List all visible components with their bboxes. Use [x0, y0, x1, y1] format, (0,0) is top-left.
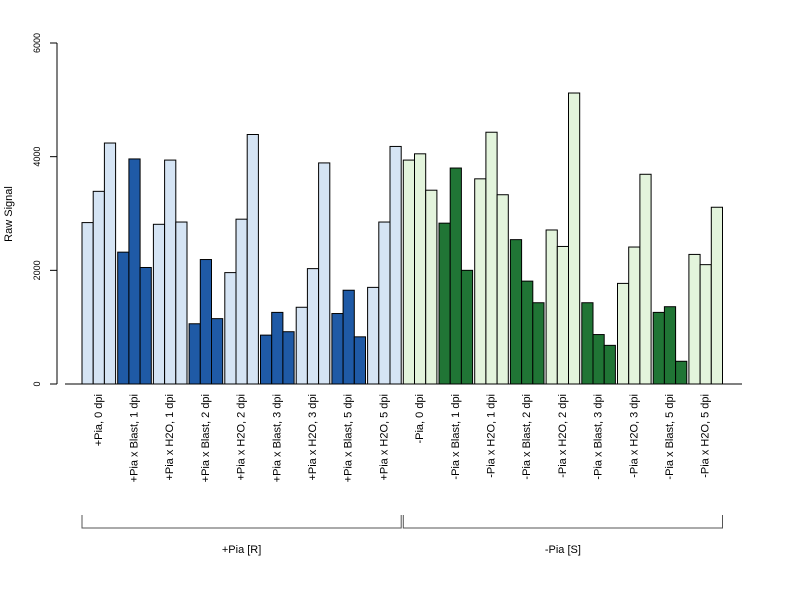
bar: [603, 344, 616, 385]
bar: [271, 311, 284, 385]
category-label: +Pia x H2O, 2 dpi: [236, 394, 248, 481]
bar: [688, 253, 701, 385]
group-bracket: [81, 515, 402, 529]
bar: [592, 334, 605, 385]
bar: [353, 336, 366, 385]
bar: [246, 134, 259, 385]
bar: [224, 272, 237, 385]
y-tick-label: 6000: [32, 33, 42, 53]
bar: [521, 280, 534, 385]
bar: [675, 360, 688, 385]
bar: [295, 306, 308, 385]
category-label: +Pia x Blast, 2 dpi: [200, 394, 212, 482]
y-axis: 0 2000 4000 6000: [32, 33, 58, 387]
bar: [438, 222, 451, 385]
bar: [628, 246, 641, 385]
bar: [496, 194, 509, 385]
category-label: -Pia x H2O, 3 dpi: [628, 394, 640, 478]
y-tick-label: 0: [32, 381, 42, 386]
category-labels: +Pia, 0 dpi +Pia x Blast, 1 dpi +Pia x H2O…: [93, 394, 712, 482]
category-label: -Pia x H2O, 1 dpi: [486, 394, 498, 478]
category-label: -Pia x H2O, 2 dpi: [557, 394, 569, 478]
bar: [699, 264, 712, 385]
bar: [378, 221, 391, 385]
category-label: -Pia x H2O, 5 dpi: [700, 394, 712, 478]
bar: [652, 311, 665, 385]
category-label: +Pia x H2O, 1 dpi: [164, 394, 176, 481]
category-label: +Pia x Blast, 3 dpi: [271, 394, 283, 482]
bar: [211, 318, 224, 385]
bar: [617, 282, 630, 385]
bar: [152, 223, 166, 385]
category-label: +Pia x Blast, 1 dpi: [129, 394, 141, 482]
bar: [485, 131, 498, 385]
bar: [509, 239, 523, 385]
bar: [568, 92, 581, 385]
category-label: -Pia x Blast, 5 dpi: [664, 394, 676, 480]
bar: [318, 162, 331, 385]
bar: [389, 145, 402, 385]
category-label: -Pia x Blast, 3 dpi: [593, 394, 605, 480]
group-bracket: [402, 515, 723, 529]
y-axis-title: Raw Signal: [3, 186, 15, 242]
bar: [139, 266, 152, 385]
bar: [164, 159, 177, 385]
bar: [532, 302, 545, 385]
category-label: -Pia x Blast, 2 dpi: [521, 394, 533, 480]
group-label: +Pia [R]: [222, 544, 261, 556]
category-label: +Pia x Blast, 5 dpi: [343, 394, 355, 482]
bar: [367, 286, 380, 385]
bar: [128, 158, 141, 385]
bar: [639, 173, 652, 385]
bar: [663, 306, 677, 385]
bar: [331, 313, 344, 385]
bar: [92, 190, 105, 385]
bar: [175, 221, 188, 385]
bar: [235, 218, 248, 385]
group-label: -Pia [S]: [545, 544, 581, 556]
category-label: +Pia, 0 dpi: [93, 394, 105, 446]
category-label: +Pia x H2O, 3 dpi: [307, 394, 319, 481]
category-label: -Pia x Blast, 1 dpi: [450, 394, 462, 480]
bar: [474, 178, 487, 385]
y-tick-label: 4000: [32, 147, 42, 167]
bar: [117, 251, 130, 385]
bar: [306, 268, 320, 385]
bar: [710, 206, 723, 385]
bar: [260, 334, 273, 385]
bar: [402, 159, 415, 385]
bars: [81, 92, 723, 385]
bar: [414, 153, 427, 385]
bar: [342, 289, 355, 385]
bar: [81, 222, 94, 385]
bar: [460, 269, 474, 385]
bar: [449, 167, 462, 385]
category-label: -Pia, 0 dpi: [414, 394, 426, 444]
bar: [103, 142, 117, 385]
bar: [545, 229, 558, 385]
category-label: +Pia x H2O, 5 dpi: [378, 394, 390, 481]
bar: [282, 331, 295, 385]
bar: [556, 245, 569, 385]
bar: [188, 323, 201, 385]
bar: [581, 302, 594, 385]
bar: [425, 189, 438, 385]
y-tick-label: 2000: [32, 260, 42, 280]
group-brackets: +Pia [R] -Pia [S]: [81, 515, 723, 556]
bar: [199, 259, 213, 385]
